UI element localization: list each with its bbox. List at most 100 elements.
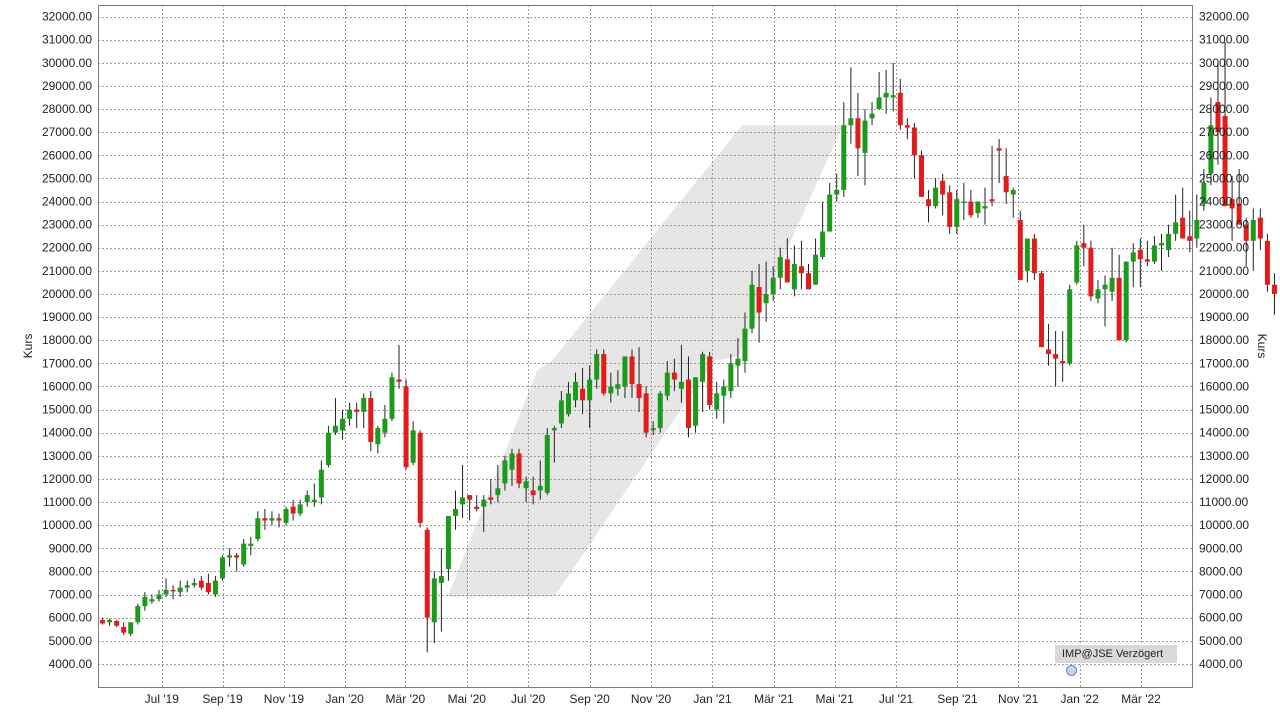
candle-down — [1038, 273, 1044, 348]
candle-down — [1116, 277, 1122, 341]
y-tick-label-right: 4000.00 — [1199, 657, 1243, 671]
x-tick-label: Sep '20 — [569, 692, 610, 706]
candle-up — [537, 485, 543, 491]
candle-up — [848, 118, 854, 126]
candle-up — [156, 594, 162, 600]
candle-up — [495, 488, 501, 496]
candle-up — [1067, 289, 1073, 364]
candle-down — [643, 393, 649, 433]
y-tick-label-left: 19000.00 — [42, 310, 92, 324]
y-tick-label-left: 11000.00 — [43, 495, 92, 509]
x-tick-label: Mai '21 — [815, 692, 854, 706]
candle-down — [784, 259, 790, 283]
candle-up — [410, 430, 416, 463]
candle-down — [170, 589, 176, 592]
candle-up — [1166, 233, 1172, 251]
y-tick-label-right: 15000.00 — [1199, 403, 1249, 417]
candle-up — [834, 189, 840, 195]
candle-up — [184, 585, 190, 588]
x-axis: Jul '19 Sep '19 Nov '19 Jan '20 Mär '20 Mai '… — [145, 692, 1162, 706]
candle-up — [1194, 220, 1200, 239]
y-tick-label-left: 9000.00 — [49, 541, 93, 555]
y-tick-label-right: 23000.00 — [1199, 218, 1249, 232]
y-tick-label-left: 17000.00 — [42, 356, 92, 370]
candle-down — [1003, 176, 1009, 193]
candle-up — [325, 432, 331, 466]
candle-down — [474, 506, 480, 509]
y-tick-label-right: 8000.00 — [1199, 564, 1243, 578]
candle-down — [1271, 284, 1277, 294]
candle-down — [467, 495, 473, 500]
candle-down — [1222, 115, 1228, 207]
candle-down — [1017, 220, 1023, 281]
candle-down — [1137, 250, 1143, 260]
candle-down — [756, 287, 762, 313]
source-label: IMP@JSE Verzögert — [1062, 648, 1164, 660]
y-tick-label-left: 30000.00 — [42, 56, 92, 70]
y-tick-label-right: 30000.00 — [1199, 56, 1249, 70]
y-tick-label-left: 14000.00 — [42, 426, 92, 440]
y-tick-label-left: 23000.00 — [42, 218, 92, 232]
candle-up — [241, 543, 247, 565]
y-tick-label-left: 31000.00 — [42, 33, 92, 47]
candle-up — [664, 372, 670, 396]
x-tick-label: Jan '22 — [1060, 692, 1099, 706]
candle-down — [1031, 238, 1037, 274]
candle-up — [749, 284, 755, 329]
candle-down — [368, 398, 374, 442]
candle-up — [340, 418, 346, 431]
candle-up — [107, 619, 113, 623]
candle-up — [149, 599, 155, 602]
y-tick-label-right: 22000.00 — [1199, 241, 1249, 255]
candle-up — [565, 393, 571, 415]
y-tick-label-right: 26000.00 — [1199, 148, 1249, 162]
candle-up — [135, 606, 141, 623]
x-tick-label: Jan '21 — [693, 692, 732, 706]
x-tick-label: Mär '22 — [1121, 692, 1161, 706]
candle-up — [1201, 183, 1207, 204]
candle-up — [142, 596, 148, 607]
candle-down — [276, 518, 282, 521]
candle-down — [488, 497, 494, 500]
candle-up — [954, 199, 960, 227]
candle-down — [1081, 243, 1087, 248]
candle-up — [1123, 261, 1129, 341]
candle-down — [516, 453, 522, 484]
x-tick-label: Jul '19 — [145, 692, 180, 706]
y-tick-label-left: 8000.00 — [49, 564, 93, 578]
x-tick-label: Mai '20 — [448, 692, 487, 706]
candle-up — [332, 425, 338, 433]
candle-up — [657, 393, 663, 429]
candle-down — [1046, 349, 1052, 355]
candle-down — [601, 354, 607, 394]
y-axis-left: 4000.00 5000.00 6000.00 7000.00 8000.00 9000.… — [42, 10, 92, 671]
candle-up — [650, 428, 656, 431]
candle-down — [904, 125, 910, 128]
candle-down — [262, 518, 268, 521]
y-tick-label-left: 4000.00 — [49, 657, 93, 671]
candle-down — [798, 266, 804, 274]
x-tick-label: Mär '20 — [386, 692, 426, 706]
y-axis-right: 4000.00 5000.00 6000.00 7000.00 8000.00 9000.… — [1199, 10, 1249, 671]
candle-up — [890, 95, 896, 98]
candle-down — [707, 356, 713, 405]
candle-up — [1109, 277, 1115, 292]
candle-up — [622, 356, 628, 387]
candle-down — [1053, 354, 1059, 359]
candle-up — [375, 428, 381, 445]
y-tick-label-right: 9000.00 — [1199, 541, 1243, 555]
candle-down — [940, 180, 946, 195]
candle-up — [608, 386, 614, 394]
candle-up — [128, 622, 134, 634]
candle-down — [114, 621, 120, 626]
y-tick-label-right: 7000.00 — [1199, 588, 1243, 602]
candle-down — [1243, 224, 1249, 241]
x-tick-label: Nov '21 — [998, 692, 1039, 706]
candle-up — [220, 557, 226, 579]
y-tick-label-left: 7000.00 — [49, 588, 93, 602]
candle-up — [551, 428, 557, 431]
candle-up — [975, 201, 981, 214]
candle-down — [918, 155, 924, 197]
